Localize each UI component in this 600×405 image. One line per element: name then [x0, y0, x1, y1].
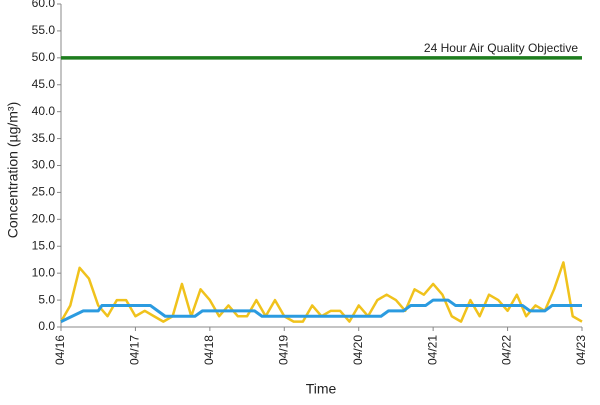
x-tick-label: 04/18	[202, 335, 216, 365]
y-tick-label: 45.0	[32, 77, 56, 91]
y-tick-label: 55.0	[32, 23, 56, 37]
x-axis-title: Time	[306, 381, 337, 397]
series-line	[59, 261, 583, 323]
y-tick-label: 15.0	[32, 238, 56, 252]
y-tick-label: 10.0	[32, 265, 56, 279]
annotation: 24 Hour Air Quality Objective	[424, 41, 578, 55]
y-tick-label: 30.0	[32, 158, 56, 172]
x-tick-label: 04/23	[574, 335, 588, 365]
y-tick-label: 50.0	[32, 50, 56, 64]
y-tick-label: 40.0	[32, 104, 56, 118]
y-tick-label: 20.0	[32, 212, 56, 226]
y-tick-label: 35.0	[32, 131, 56, 145]
y-tick-label: 25.0	[32, 185, 56, 199]
y-axis-title: Concentration (µg/m³)	[5, 102, 21, 238]
y-tick-label: 5.0	[38, 292, 55, 306]
y-tick-label: 60.0	[32, 0, 56, 10]
x-tick-label: 04/21	[425, 335, 439, 365]
x-tick-label: 04/17	[128, 335, 142, 365]
x-tick-label: 04/22	[500, 335, 514, 365]
x-tick-label: 04/19	[276, 335, 290, 365]
x-tick-label: 04/16	[53, 335, 67, 365]
series-line	[60, 298, 582, 323]
y-tick-label: 0.0	[38, 319, 55, 333]
x-tick-label: 04/20	[351, 335, 365, 365]
